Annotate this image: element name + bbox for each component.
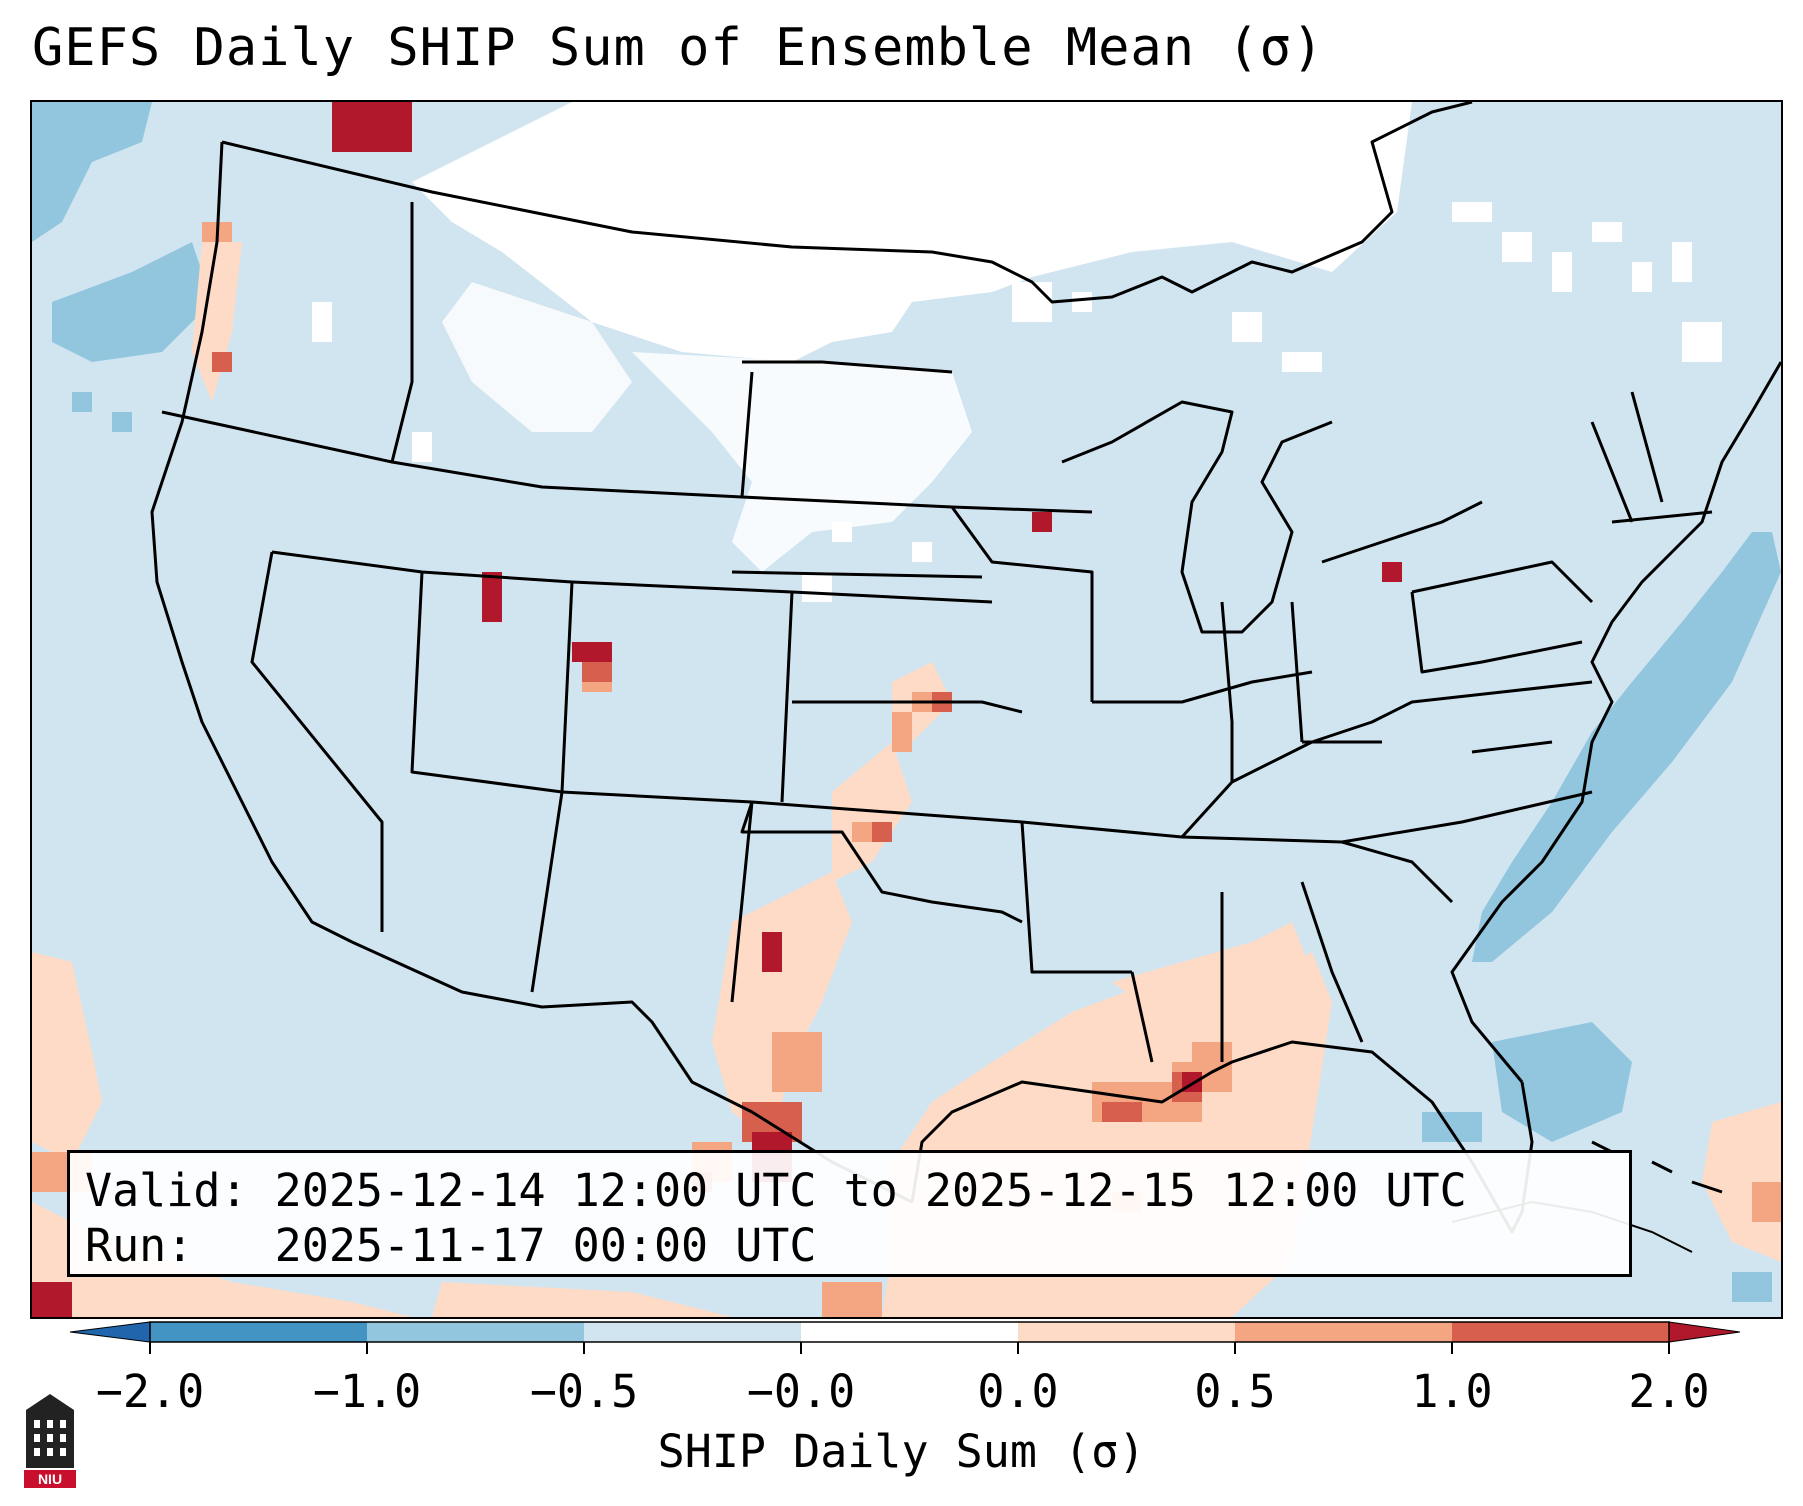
cbar-bin-5 — [1018, 1322, 1235, 1342]
cbar-tick-label: −0.0 — [746, 1365, 856, 1418]
run-time-line: Run: 2025-11-17 00:00 UTC — [85, 1219, 817, 1272]
boundaries — [150, 102, 1781, 1253]
cbar-tick-label: 0.5 — [1194, 1365, 1276, 1418]
cbar-bin-3 — [584, 1322, 801, 1342]
niu-logo: NIU — [24, 1394, 76, 1488]
info-box: Valid: 2025-12-14 12:00 UTC to 2025-12-1… — [67, 1150, 1632, 1277]
map-panel — [30, 100, 1783, 1319]
valid-time-line: Valid: 2025-12-14 12:00 UTC to 2025-12-1… — [85, 1164, 1467, 1217]
colorbar — [70, 1321, 1740, 1354]
cbar-extend-high — [1668, 1321, 1740, 1343]
cbar-bin-6 — [1235, 1322, 1452, 1342]
cbar-tick-label: 1.0 — [1411, 1365, 1493, 1418]
cbar-tick-label: 0.0 — [977, 1365, 1059, 1418]
chart-title: GEFS Daily SHIP Sum of Ensemble Mean (σ) — [32, 18, 1325, 78]
cbar-bin-7 — [1452, 1322, 1669, 1342]
cbar-extend-low — [70, 1321, 151, 1343]
svg-text:NIU: NIU — [38, 1471, 62, 1487]
cbar-tick-label: 2.0 — [1628, 1365, 1710, 1418]
near-zero-areas — [312, 102, 1722, 602]
map-canvas — [32, 102, 1781, 1317]
cbar-tick-label: −0.5 — [529, 1365, 639, 1418]
cbar-tick-label: −2.0 — [95, 1365, 205, 1418]
cbar-tick-label: −1.0 — [312, 1365, 422, 1418]
cbar-bin-1 — [150, 1322, 367, 1342]
negative-anomaly-areas — [32, 102, 1781, 1302]
cbar-bin-2 — [367, 1322, 584, 1342]
cbar-bin-4 — [801, 1322, 1018, 1342]
colorbar-label: SHIP Daily Sum (σ) — [657, 1425, 1146, 1478]
